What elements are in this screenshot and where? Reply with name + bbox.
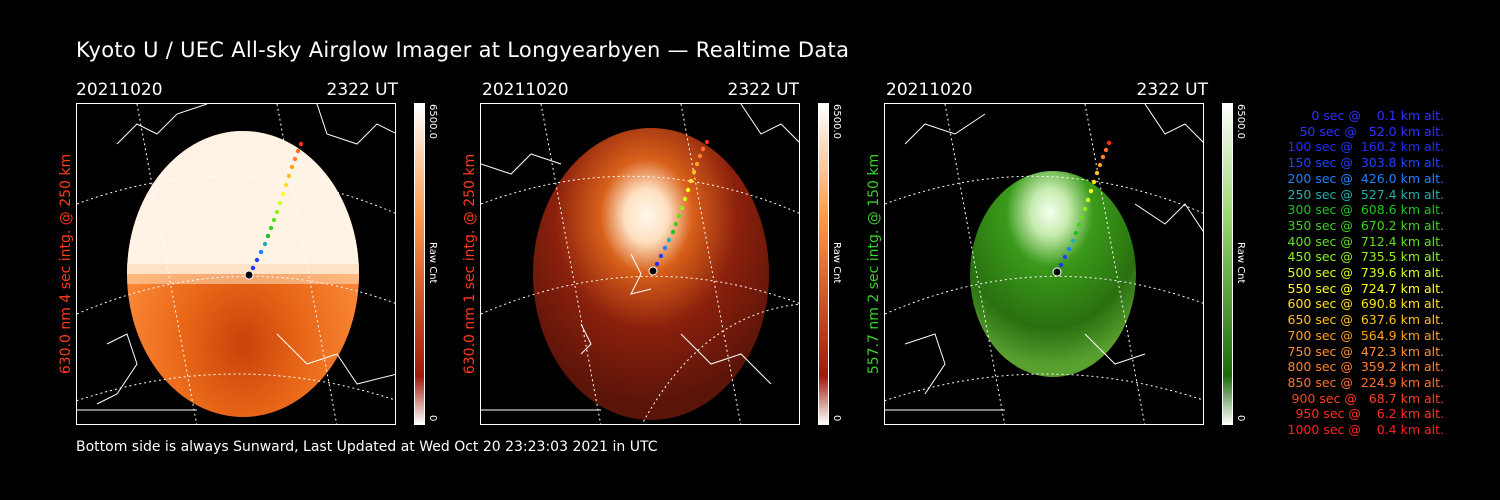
panel-2-image — [480, 103, 800, 425]
panel-3-date: 20211020 — [886, 80, 973, 100]
legend-row: 0 sec @ 0.1 km alt. — [1299, 108, 1444, 123]
legend-row: 800 sec @ 359.2 km alt. — [1283, 359, 1445, 375]
panel-3-cbar-max: 6500.0 — [1235, 104, 1246, 139]
panel-2-time: 2322 UT — [727, 80, 800, 100]
legend-row: 250 sec @ 527.4 km alt. — [1283, 186, 1445, 202]
panel-3-image — [884, 103, 1204, 425]
panel-2-colorbar — [818, 103, 829, 425]
trajectory-legend: 0 sec @ 0.1 km alt. 50 sec @ 52.0 km alt… — [1262, 108, 1445, 438]
panel-3-side-label: 557.7 nm 2 sec intg. @ 150 km — [866, 153, 882, 375]
panel-3-time: 2322 UT — [1136, 80, 1209, 100]
legend-row: 50 sec @ 52.0 km alt. — [1291, 123, 1444, 139]
legend-row: 500 sec @ 739.6 km alt. — [1283, 265, 1445, 281]
legend-row: 850 sec @ 224.9 km alt. — [1283, 374, 1445, 390]
trajectory — [1052, 140, 1112, 277]
legend-row: 450 sec @ 735.5 km alt. — [1283, 249, 1445, 265]
legend-row: 550 sec @ 724.7 km alt. — [1283, 280, 1445, 296]
panel-2-date: 20211020 — [482, 80, 569, 100]
panel-3-cbar-min: 0 — [1235, 415, 1246, 422]
page-title: Kyoto U / UEC All-sky Airglow Imager at … — [76, 38, 850, 62]
trajectory — [244, 141, 304, 280]
panel-2-cbar-max: 6500.0 — [831, 104, 842, 139]
legend-row: 150 sec @ 303.8 km alt. — [1283, 155, 1445, 171]
legend-row: 600 sec @ 690.8 km alt. — [1283, 296, 1445, 312]
legend-row: 900 sec @ 68.7 km alt. — [1287, 390, 1444, 406]
legend-row: 750 sec @ 472.3 km alt. — [1283, 343, 1445, 359]
legend-row: 300 sec @ 608.6 km alt. — [1283, 202, 1445, 218]
panel-1-image — [76, 103, 396, 425]
legend-row: 100 sec @ 160.2 km alt. — [1283, 139, 1445, 155]
panel-1-cbar-max: 6500.0 — [427, 104, 438, 139]
panel-1-cbar-min: 0 — [427, 415, 438, 422]
panel-1-time: 2322 UT — [326, 80, 399, 100]
panel-3-cbar-unit: Raw Cnt — [1235, 242, 1246, 284]
legend-row: 400 sec @ 712.4 km alt. — [1283, 233, 1445, 249]
legend-row: 350 sec @ 670.2 km alt. — [1283, 217, 1445, 233]
legend-row: 700 sec @ 564.9 km alt. — [1283, 327, 1445, 343]
panel-1-date: 20211020 — [76, 80, 163, 100]
legend-row: 1000 sec @ 0.4 km alt. — [1287, 422, 1444, 438]
legend-row: 950 sec @ 6.2 km alt. — [1291, 406, 1444, 422]
panel-2-cbar-min: 0 — [831, 415, 842, 422]
panel-1-colorbar — [414, 103, 425, 425]
panel-1-side-label: 630.0 nm 4 sec intg. @ 250 km — [58, 153, 74, 375]
panel-1-cbar-unit: Raw Cnt — [427, 242, 438, 284]
panel-2-cbar-unit: Raw Cnt — [831, 242, 842, 284]
legend-row: 200 sec @ 426.0 km alt. — [1283, 170, 1445, 186]
trajectory — [648, 139, 710, 276]
panel-3-colorbar — [1222, 103, 1233, 425]
panel-2-side-label: 630.0 nm 1 sec intg. @ 250 km — [462, 153, 478, 375]
footer-note: Bottom side is always Sunward, Last Upda… — [76, 439, 658, 455]
legend-row: 650 sec @ 637.6 km alt. — [1283, 312, 1445, 328]
